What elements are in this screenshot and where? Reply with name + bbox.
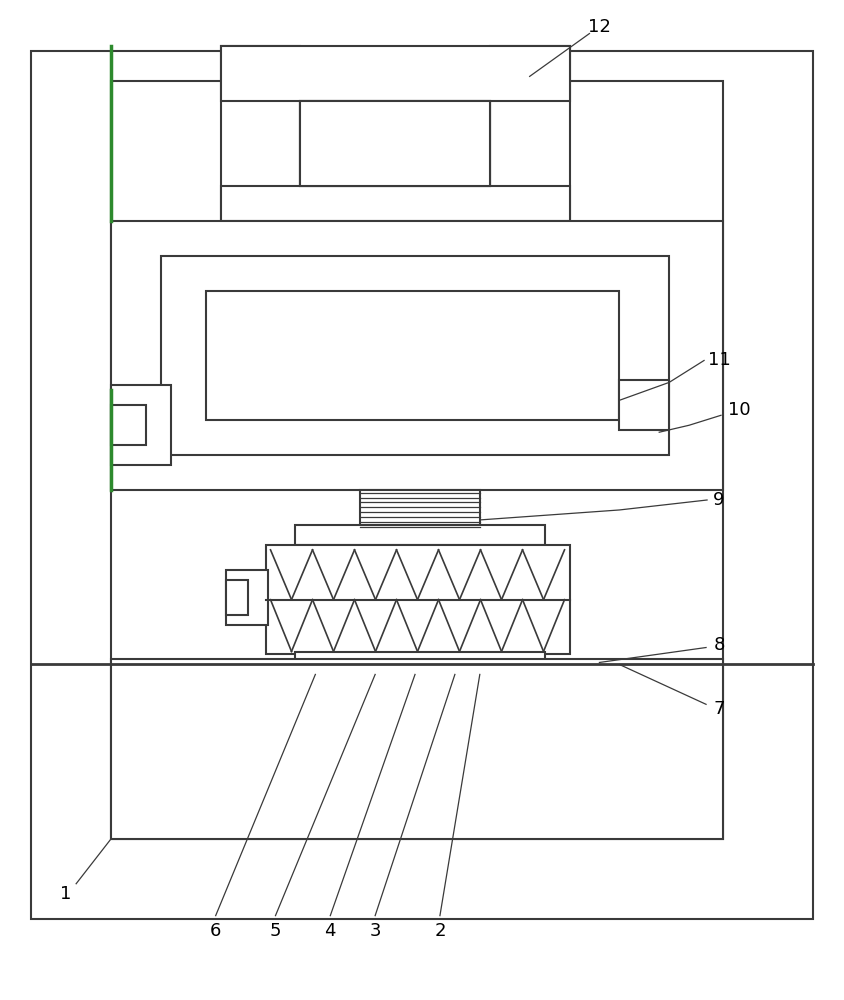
- Bar: [490, 46, 570, 221]
- Text: 1: 1: [61, 885, 72, 903]
- Text: 11: 11: [707, 351, 730, 369]
- Bar: [220, 186, 570, 221]
- Bar: [206, 291, 619, 420]
- Text: 2: 2: [434, 922, 446, 940]
- Bar: [266, 545, 570, 654]
- Bar: [111, 221, 723, 490]
- Bar: [111, 81, 723, 839]
- Bar: [111, 405, 146, 445]
- Text: 7: 7: [713, 700, 725, 718]
- Bar: [161, 256, 669, 455]
- Text: 3: 3: [370, 922, 381, 940]
- Bar: [220, 46, 300, 221]
- Bar: [295, 525, 544, 545]
- Bar: [295, 652, 544, 674]
- Bar: [619, 380, 669, 430]
- Bar: [300, 101, 490, 186]
- Text: 5: 5: [270, 922, 281, 940]
- Bar: [111, 659, 723, 839]
- Text: 10: 10: [728, 401, 750, 419]
- Bar: [225, 570, 268, 625]
- Bar: [31, 51, 813, 919]
- Bar: [111, 385, 170, 465]
- Bar: [225, 580, 247, 615]
- Bar: [300, 101, 490, 186]
- Text: 9: 9: [713, 491, 725, 509]
- Bar: [220, 46, 570, 101]
- Text: 6: 6: [210, 922, 221, 940]
- Text: 4: 4: [325, 922, 336, 940]
- Bar: [360, 490, 479, 530]
- Text: 12: 12: [588, 18, 611, 36]
- Text: 8: 8: [713, 636, 725, 654]
